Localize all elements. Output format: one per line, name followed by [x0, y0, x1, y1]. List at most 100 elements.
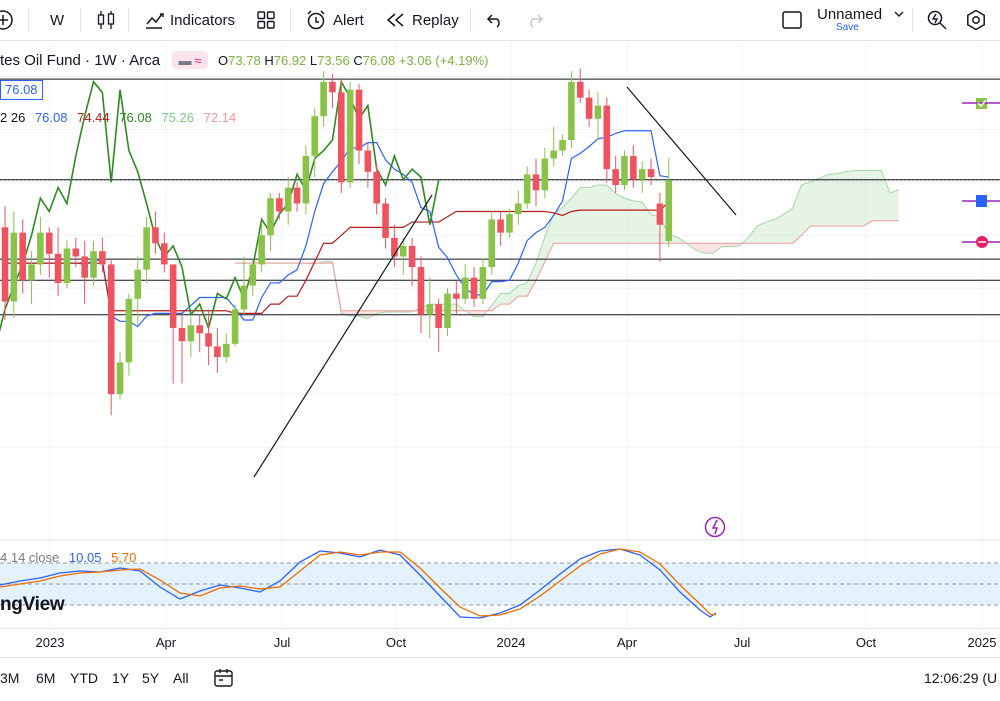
- candle: [222, 333, 230, 363]
- range-button-3m[interactable]: 3M: [0, 670, 20, 686]
- candle-body: [107, 264, 115, 395]
- candle: [81, 240, 88, 305]
- candle: [426, 277, 434, 339]
- redo-button[interactable]: [526, 0, 544, 40]
- candle-body: [63, 248, 71, 283]
- visibility-toggle[interactable]: ▬ ≈: [172, 51, 209, 69]
- stoch-k-value: 10.05: [68, 550, 102, 565]
- candle-body: [656, 203, 664, 225]
- range-button-5y[interactable]: 5Y: [142, 670, 160, 686]
- candle-body: [612, 169, 619, 185]
- time-axis[interactable]: 2023 Apr Jul Oct 2024 Apr Jul Oct 2025: [0, 628, 1000, 657]
- replay-button[interactable]: Replay: [386, 0, 459, 40]
- x-tick: 2025: [967, 635, 997, 650]
- undo-button[interactable]: [486, 0, 504, 40]
- cloud-segment: [615, 193, 625, 244]
- candle: [435, 298, 442, 352]
- range-button-ytd[interactable]: YTD: [70, 670, 98, 686]
- settings-button[interactable]: [965, 0, 987, 40]
- candle: [488, 211, 496, 275]
- candle: [373, 163, 380, 215]
- candle: [399, 237, 407, 275]
- candle: [90, 240, 97, 286]
- save-link[interactable]: Save: [836, 22, 859, 33]
- candle-body: [435, 304, 442, 328]
- date-range-button[interactable]: [213, 667, 235, 692]
- candle: [391, 224, 398, 268]
- candles-icon: [96, 9, 116, 31]
- cloud-segment: [757, 222, 767, 244]
- layout-name-button[interactable]: Unnamed: [817, 0, 904, 34]
- lightning-icon: [704, 516, 726, 538]
- price-chart[interactable]: [0, 40, 1000, 657]
- candle-body: [320, 81, 327, 117]
- conversion-value: 76.08: [34, 110, 68, 125]
- candle-body: [45, 232, 53, 254]
- x-tick: 2023: [35, 635, 65, 650]
- candle-body: [169, 264, 177, 328]
- cloud-segment: [854, 170, 864, 227]
- candle-body: [594, 105, 602, 119]
- candle: [284, 177, 292, 225]
- interval-button[interactable]: W: [50, 0, 64, 40]
- cloud-segment: [562, 198, 572, 244]
- range-button-1y[interactable]: 1Y: [112, 670, 130, 686]
- approx-icon: ≈: [194, 52, 202, 68]
- candle: [656, 192, 664, 262]
- divider: [470, 8, 471, 32]
- candle: [276, 192, 283, 220]
- quick-search-button[interactable]: [926, 0, 948, 40]
- candle: [10, 211, 18, 318]
- ichimoku-lines: [0, 79, 670, 333]
- candle-body: [276, 198, 283, 212]
- candle: [594, 92, 602, 140]
- cloud-segment: [890, 189, 899, 221]
- candle: [54, 227, 62, 297]
- indicators-button[interactable]: Indicators: [144, 0, 235, 40]
- candle-body: [10, 232, 18, 302]
- candle-body: [603, 105, 611, 170]
- candle-body: [205, 333, 212, 347]
- candle: [37, 216, 44, 275]
- candle-body: [187, 325, 195, 342]
- templates-button[interactable]: [257, 0, 275, 40]
- candle: [19, 219, 26, 294]
- settings-icon: [965, 9, 987, 31]
- candle: [258, 222, 265, 273]
- alert-button[interactable]: Alert: [305, 0, 364, 40]
- range-button-all[interactable]: All: [173, 670, 189, 686]
- add-symbol-button[interactable]: [0, 0, 14, 40]
- candle: [107, 259, 115, 416]
- cloud-segment: [713, 243, 722, 254]
- chart-type-button[interactable]: [96, 0, 116, 40]
- candle: [541, 147, 549, 199]
- layout-checkbox[interactable]: [782, 0, 802, 40]
- candle: [461, 264, 469, 305]
- x-tick: Jul: [273, 635, 291, 650]
- divider: [128, 8, 129, 32]
- undo-icon: [486, 12, 504, 28]
- alert-label: Alert: [333, 11, 364, 29]
- cloud-segment: [624, 198, 634, 244]
- candle-body: [568, 81, 575, 140]
- candle-body: [249, 264, 257, 286]
- candle: [453, 280, 460, 315]
- cloud-segment: [721, 243, 731, 247]
- search-lightning-icon: [926, 9, 948, 31]
- candle-body: [196, 325, 203, 334]
- candle-body: [470, 277, 478, 299]
- candle-body: [1, 227, 9, 302]
- range-button-6m[interactable]: 6M: [36, 670, 56, 686]
- candle-body: [28, 264, 35, 281]
- candle: [647, 158, 655, 185]
- candle: [249, 259, 257, 297]
- cloud-segment: [500, 293, 510, 305]
- stoch-d-value: 5.70: [111, 550, 137, 565]
- symbol-title[interactable]: tes Oil Fund · 1W · Arca: [0, 51, 161, 69]
- clock: 12:06:29 (U: [924, 670, 998, 686]
- candle-body: [532, 174, 540, 191]
- candle-body: [382, 203, 389, 238]
- cloud-segment: [792, 185, 802, 244]
- ohlc-values: O73.78 H76.92 L73.56 C76.08 +3.06 (+4.19…: [218, 52, 489, 68]
- candle-body: [479, 267, 487, 299]
